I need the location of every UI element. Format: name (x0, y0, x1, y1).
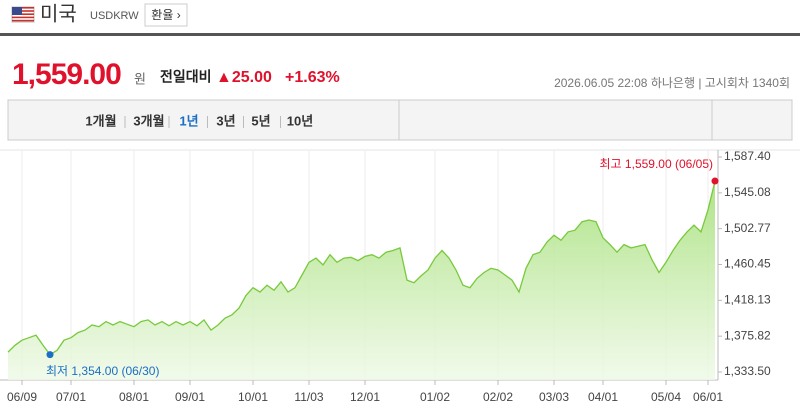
country: 미국 (40, 2, 77, 25)
x-tick-label: 08/01 (119, 390, 149, 404)
x-tick-label: 09/01 (175, 390, 205, 404)
x-tick-label: 06/01 (693, 390, 723, 404)
tab[interactable]: 10년 (287, 113, 313, 128)
tab[interactable]: 5년 (251, 113, 270, 128)
y-tick-label: 1,502.77 (724, 221, 771, 235)
code: USDKRW (90, 10, 139, 22)
area (8, 181, 715, 380)
tab[interactable]: 1년 (179, 113, 198, 128)
price: 1,559.00 (12, 58, 121, 91)
y-tick-label: 1,545.08 (724, 185, 771, 199)
x-tick-label: 03/03 (539, 390, 569, 404)
x-tick-label: 11/03 (294, 390, 323, 404)
change: ▲25.00 (216, 69, 272, 86)
change-pct: +1.63% (285, 69, 340, 86)
high-marker (711, 177, 719, 185)
high-label: 최고 1,559.00 (06/05) (600, 157, 713, 171)
change-label: 전일대비 (160, 69, 212, 85)
x-tick-label: 10/01 (238, 390, 268, 404)
info: 2026.06.05 22:08 하나은행 | 고시회차 1340회 (554, 75, 790, 90)
x-tick-label: 05/04 (651, 390, 681, 404)
divider (0, 33, 800, 36)
tab[interactable]: 1개월 (85, 113, 116, 128)
x-tick-label: 07/01 (56, 390, 86, 404)
flag (11, 6, 35, 23)
tab[interactable]: 3년 (216, 113, 235, 128)
price-unit: 원 (134, 71, 146, 86)
x-tick-label: 06/09 (7, 390, 37, 404)
x-tick-label: 04/01 (588, 390, 618, 404)
y-tick-label: 1,587.40 (724, 149, 771, 163)
tab[interactable]: 3개월 (133, 113, 164, 128)
y-tick-label: 1,375.82 (724, 328, 771, 342)
button-box[interactable] (144, 3, 188, 27)
tab-bar (7, 99, 793, 141)
low-label: 최저 1,354.00 (06/30) (46, 364, 159, 378)
y-tick-label: 1,460.45 (724, 257, 771, 271)
x-tick-label: 02/02 (483, 390, 513, 404)
y-tick-label: 1,333.50 (724, 364, 771, 378)
low-marker (46, 351, 54, 359)
line (7, 180, 716, 356)
x-tick-label: 01/02 (420, 390, 450, 404)
y-tick-label: 1,418.13 (724, 293, 771, 307)
rate-button[interactable]: 환율 › (151, 8, 180, 22)
x-tick-label: 12/01 (350, 390, 380, 404)
